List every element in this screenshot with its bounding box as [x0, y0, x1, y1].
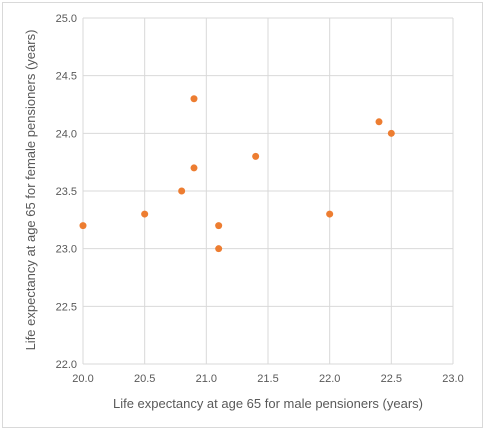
- data-point: [141, 210, 149, 218]
- x-tick-label: 20.5: [134, 373, 155, 385]
- y-tick-label: 25.0: [56, 13, 77, 25]
- y-tick-label: 24.5: [56, 71, 77, 83]
- y-tick-label: 23.5: [56, 186, 77, 198]
- y-tick-label: 24.0: [56, 128, 77, 140]
- data-point: [190, 164, 198, 172]
- y-tick-label: 22.5: [56, 301, 77, 313]
- x-tick-label: 20.0: [72, 373, 93, 385]
- data-point: [326, 210, 334, 218]
- gridlines: [82, 17, 454, 365]
- data-point: [375, 118, 383, 126]
- x-axis-title: Life expectancy at age 65 for male pensi…: [113, 396, 423, 411]
- x-tick-label: 21.5: [257, 373, 278, 385]
- data-point: [215, 245, 223, 253]
- data-point: [190, 95, 198, 103]
- y-tick-label: 23.0: [56, 244, 77, 256]
- x-tick-labels: 20.0 20.5 21.0 21.5 22.0 22.5 23.0: [72, 373, 463, 385]
- y-tick-label: 22.0: [56, 359, 77, 371]
- y-tick-labels: 22.0 22.5 23.0 23.5 24.0 24.5 25.0: [56, 13, 77, 371]
- x-tick-label: 22.0: [319, 373, 340, 385]
- data-point: [387, 129, 395, 137]
- data-point: [252, 152, 260, 160]
- x-tick-label: 22.5: [381, 373, 402, 385]
- y-axis-title: Life expectancy at age 65 for female pen…: [23, 30, 38, 351]
- x-tick-label: 21.0: [196, 373, 217, 385]
- data-point: [79, 222, 87, 230]
- chart-frame: [2, 2, 483, 428]
- data-point: [178, 187, 186, 195]
- data-points: [79, 95, 395, 253]
- data-point: [215, 222, 223, 230]
- x-tick-label: 23.0: [442, 373, 463, 385]
